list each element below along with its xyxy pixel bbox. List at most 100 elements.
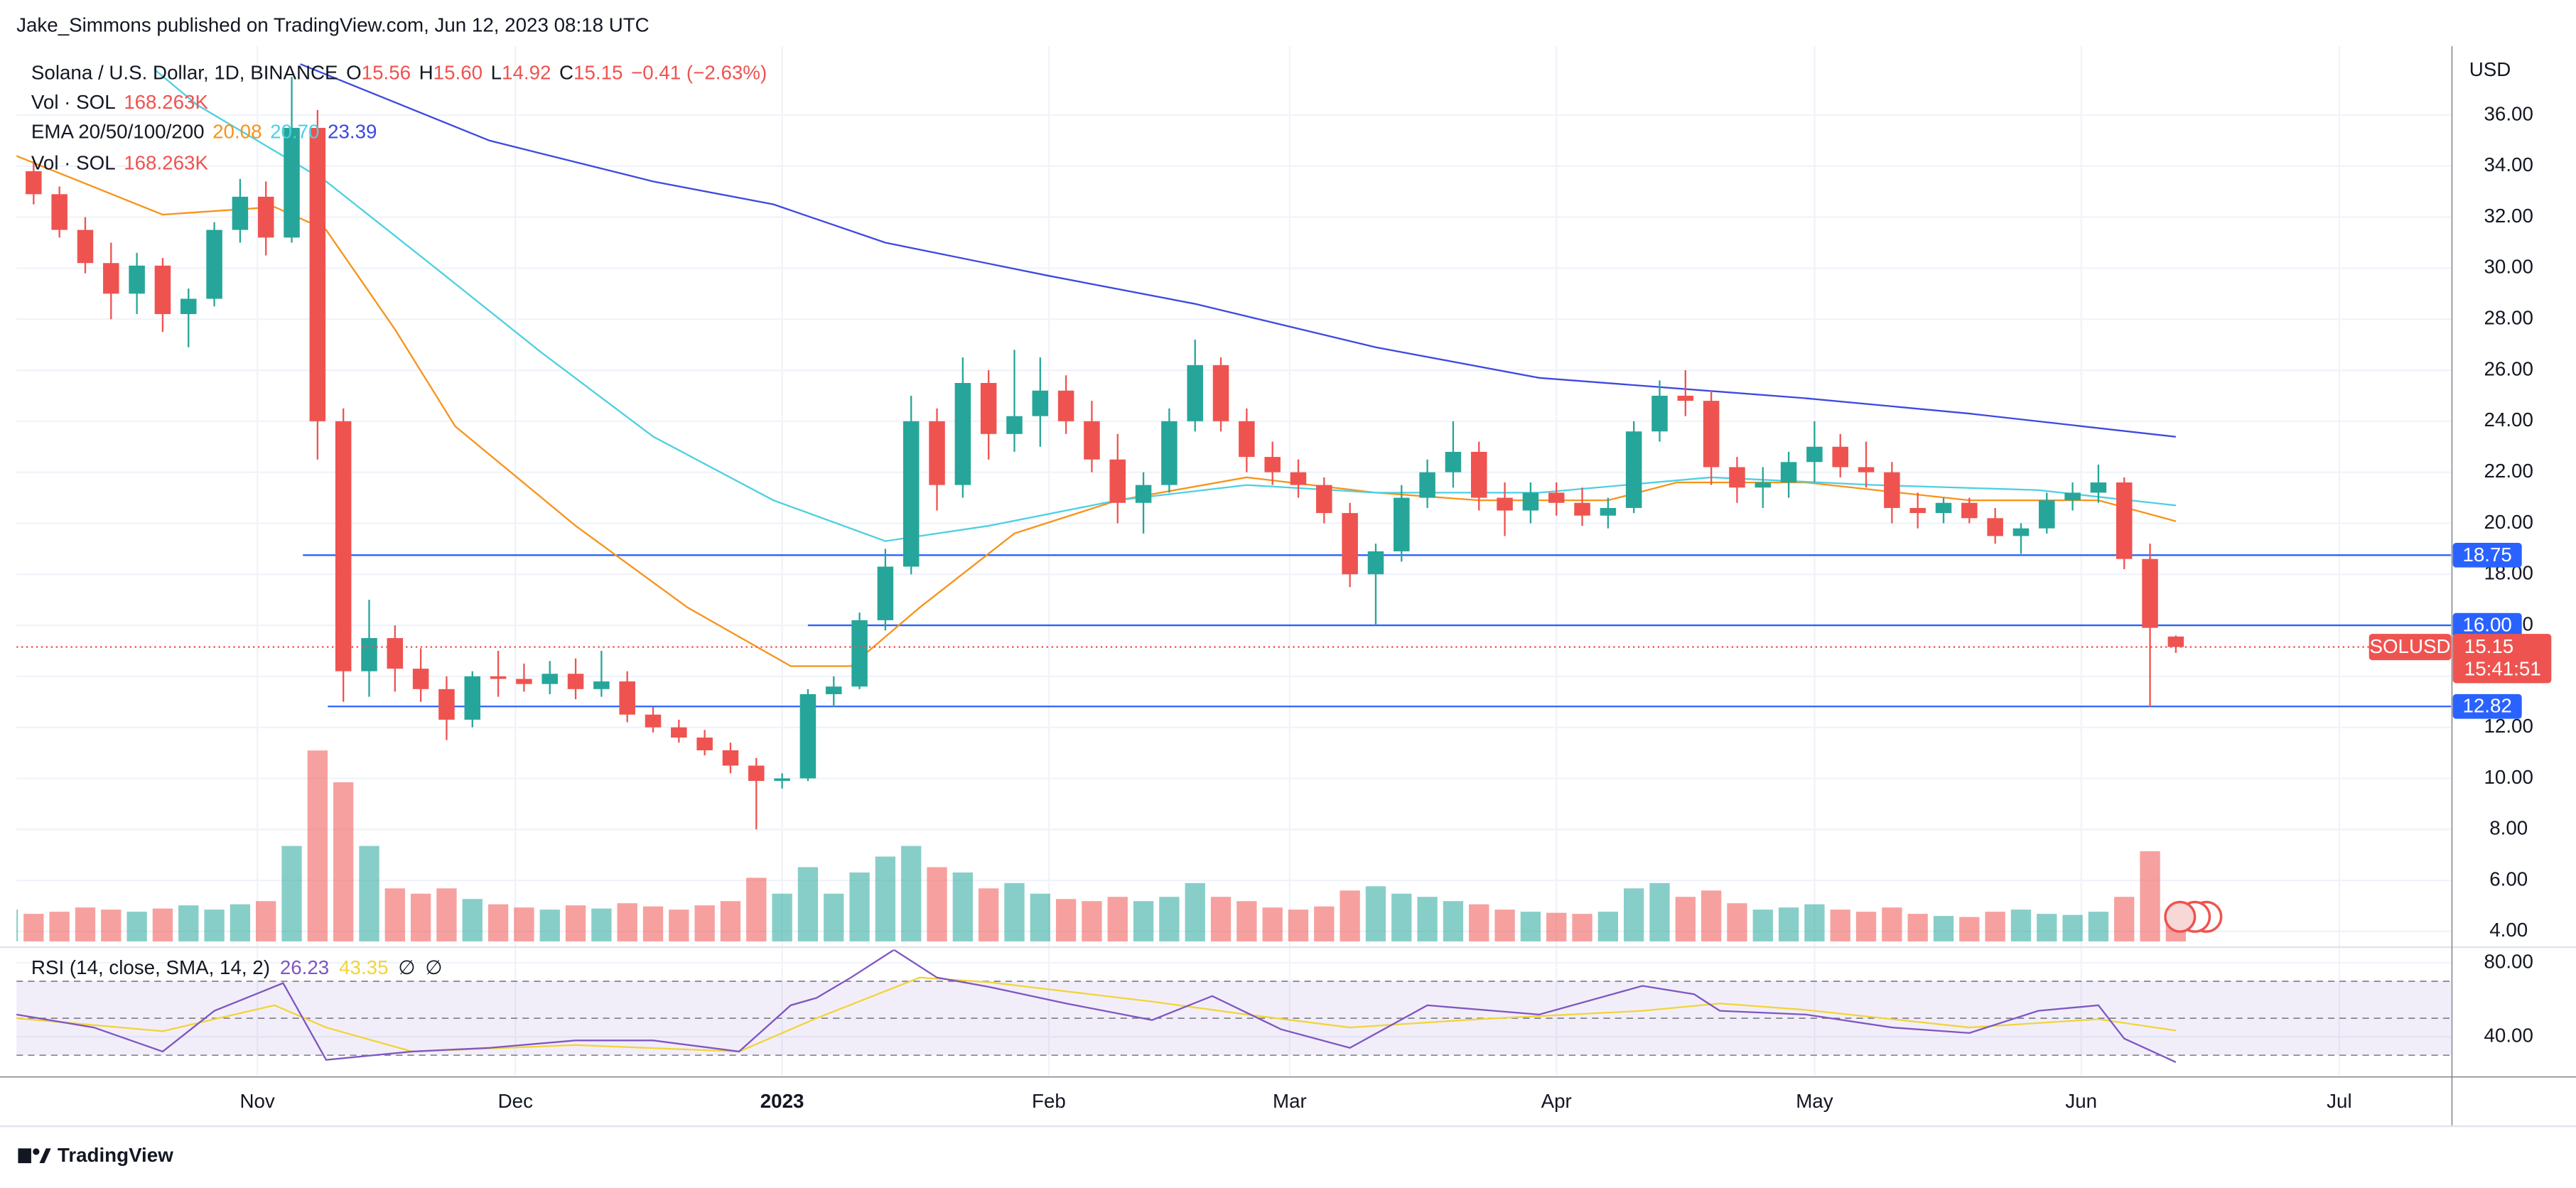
candle-body — [877, 566, 894, 620]
volume-bar — [256, 901, 276, 941]
candle-body — [1032, 390, 1049, 416]
volume-bar — [2037, 914, 2057, 941]
countdown-label: 15:41:51 — [2464, 657, 2541, 679]
volume-bar — [1907, 914, 1928, 941]
candle-body — [954, 382, 971, 485]
ohlc-key: L — [491, 62, 502, 84]
rsi-ma-line — [16, 976, 2177, 1053]
candle-body — [1109, 459, 1126, 503]
candle-body — [129, 265, 145, 294]
candle-body — [1212, 364, 1229, 421]
candle-body — [1651, 395, 1668, 432]
volume-bar — [1082, 901, 1102, 941]
candle-body — [1367, 551, 1384, 575]
volume-bar — [1675, 897, 1696, 941]
volume-bar — [539, 909, 560, 941]
volume-bar — [126, 912, 147, 941]
volume-bar — [1985, 912, 2005, 941]
candle-body — [980, 382, 997, 434]
footer-brand: TradingView — [58, 1144, 173, 1166]
volume-bar — [1649, 882, 1670, 941]
rsi-legend: RSI (14, close, SMA, 14, 2) 26.23 43.35 ∅ ∅ — [31, 957, 443, 979]
volume-bar — [1882, 907, 1902, 941]
candle-body — [1316, 485, 1332, 514]
y-tick-label: 24.00 — [2484, 409, 2533, 431]
y-tick-label: 30.00 — [2484, 256, 2533, 278]
rsi-ma-value: 43.35 — [339, 957, 388, 979]
y-tick-label: 32.00 — [2484, 205, 2533, 227]
volume-bar — [1391, 893, 1412, 941]
volume-bar — [1210, 897, 1232, 941]
volume-bar — [152, 908, 173, 941]
volume-bar — [2140, 851, 2160, 941]
volume-bar — [1855, 912, 1877, 941]
candle-body — [309, 127, 326, 421]
candle-body — [77, 230, 94, 264]
logo-part — [33, 1148, 40, 1155]
volume-bar — [1572, 914, 1593, 941]
candle-body — [1187, 364, 1203, 421]
level-label: 12.82 — [2462, 695, 2511, 717]
symbol-legend: Solana / U.S. Dollar, 1D, BINANCE O15.56 H… — [31, 62, 767, 84]
candle-body — [645, 714, 662, 728]
volume-bar — [16, 909, 18, 941]
volume-bar — [1520, 912, 1541, 941]
candle-body — [1884, 472, 1900, 508]
candle-body — [516, 679, 532, 684]
volume-bar — [669, 909, 689, 941]
candle-body — [1006, 416, 1023, 434]
candle-body — [1445, 451, 1462, 472]
volume-bar — [462, 899, 483, 941]
ohlc-value: 15.56 — [362, 62, 411, 84]
candle-body — [1239, 421, 1255, 458]
volume-bar — [642, 906, 664, 941]
volume-legend: Vol · SOL 168.263K — [31, 152, 209, 174]
candle-body — [1135, 485, 1152, 503]
level-label-box — [2452, 542, 2522, 568]
y-tick-label: 28.00 — [2484, 307, 2533, 329]
candle-body — [1394, 497, 1410, 551]
candle-body — [1084, 421, 1100, 460]
volume-bar — [75, 907, 96, 941]
last-price-label: 15.15 — [2464, 635, 2513, 657]
y-tick-label: 8.00 — [2489, 817, 2528, 839]
candle-body — [26, 171, 42, 195]
volume-bar — [1778, 907, 1799, 941]
header: Jake_Simmons published on TradingView.co… — [16, 14, 650, 36]
x-tick-label: 2023 — [760, 1090, 804, 1112]
volume-bar — [1159, 897, 1180, 941]
candle-body — [929, 421, 945, 485]
candle-body — [671, 727, 687, 738]
candle-body — [335, 421, 352, 671]
ema-legend: EMA 20/50/100/200 20.08 20.70 23.39 — [31, 121, 377, 143]
rsi-value: 26.23 — [280, 957, 329, 979]
ema-value: 23.39 — [328, 121, 377, 143]
x-tick-label: Jun — [2065, 1090, 2097, 1112]
volume-bar — [1701, 890, 1722, 941]
volume-bar — [2010, 909, 2032, 941]
volume-legend: Vol · SOL 168.263K — [31, 91, 209, 113]
last-price-box — [2452, 634, 2552, 684]
volume-bar — [1417, 897, 1438, 941]
ema-value: 20.08 — [212, 121, 262, 143]
volume-bar — [772, 893, 792, 941]
candle-body — [722, 750, 739, 766]
y-tick-label: 22.00 — [2484, 460, 2533, 482]
rsi-symbol: ∅ — [425, 957, 442, 979]
candle-body — [1703, 401, 1720, 468]
volume-bar — [307, 750, 328, 941]
volume-bar — [927, 867, 947, 941]
volume-bar — [1004, 882, 1025, 941]
volume-bar — [1288, 909, 1309, 941]
x-tick-label: Mar — [1273, 1090, 1307, 1112]
volume-bar — [720, 901, 741, 941]
y-tick-label: 34.00 — [2484, 153, 2533, 176]
volume-bar — [875, 856, 896, 941]
x-tick-label: Jul — [2327, 1090, 2351, 1112]
last-price-symbol-box — [2368, 634, 2452, 661]
x-tick-label: Apr — [1541, 1090, 1572, 1112]
volume-bar — [281, 846, 302, 941]
volume-bar — [2114, 897, 2135, 941]
candle-body — [1497, 497, 1513, 511]
